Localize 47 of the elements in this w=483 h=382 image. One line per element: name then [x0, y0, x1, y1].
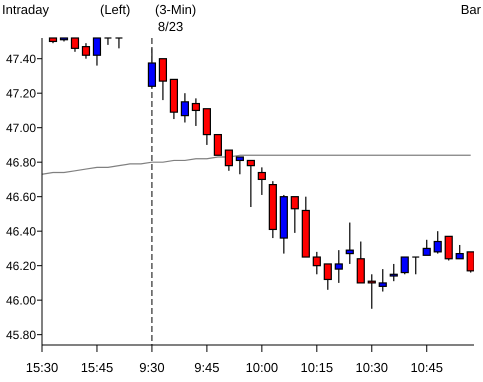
x-tick-label: 10:15: [300, 360, 334, 375]
x-tick-label: 10:00: [246, 360, 278, 375]
candlestick: [400, 256, 409, 275]
y-tick-label: 46.60: [6, 190, 36, 204]
y-tick-label: 47.00: [6, 120, 36, 135]
y-tick-label: 46.80: [6, 155, 36, 170]
y-tick-label: 46.00: [6, 293, 36, 308]
candlestick: [192, 98, 200, 127]
candlestick: [224, 150, 233, 172]
text: (3-Min): [155, 2, 196, 17]
candlestick: [346, 222, 354, 265]
y-tick-label: 47.20: [6, 86, 36, 100]
candlestick: [92, 37, 102, 66]
y-tick-label: 46.40: [6, 224, 36, 238]
x-tick-label: 10:45: [410, 360, 444, 375]
candlestick: [434, 230, 442, 254]
x-tick-label: 15:30: [26, 360, 58, 375]
y-tick-label: 47.40: [6, 52, 36, 66]
candlestick: [368, 274, 376, 310]
x-tick-label: 15:45: [80, 360, 114, 375]
candlestick: [444, 236, 453, 262]
y-tick-label: 46.20: [6, 258, 36, 273]
x-tick-label: 10:30: [356, 360, 388, 375]
candlestick: [466, 251, 474, 274]
candlestick: [312, 251, 321, 275]
candlestick: [180, 92, 189, 124]
candlestick: [70, 37, 80, 52]
candlestick: [324, 263, 332, 290]
text: Bar: [460, 2, 482, 17]
candlestick: [456, 244, 464, 260]
candlestick: [422, 239, 431, 256]
candlestick: [158, 58, 168, 101]
x-tick-label: 9:45: [194, 360, 220, 375]
candlestick: [390, 263, 398, 282]
text: (Left): [100, 2, 130, 17]
candlestick: [258, 166, 266, 196]
candlestick: [236, 156, 244, 175]
candlestick: [246, 160, 255, 208]
chart-title: Intraday: [2, 2, 50, 17]
x-tick-label: 9:30: [139, 360, 165, 375]
candlestick: [334, 250, 343, 284]
candlestick: [378, 268, 387, 292]
candlestick: [82, 42, 90, 60]
candlestick: [214, 134, 222, 156]
y-tick-label: 45.80: [6, 328, 36, 342]
candlestick: [290, 196, 299, 234]
ref-line-label: 8/23: [158, 19, 184, 34]
